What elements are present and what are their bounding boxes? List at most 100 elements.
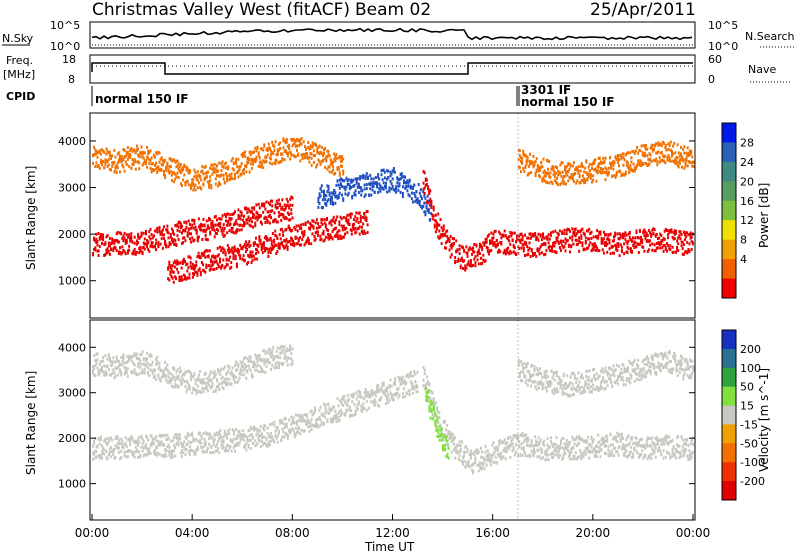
scatter-cell	[319, 405, 322, 409]
scatter-cell	[575, 238, 578, 242]
scatter-cell	[130, 449, 133, 453]
scatter-cell	[141, 442, 144, 446]
scatter-cell	[505, 449, 508, 453]
scatter-cell	[163, 170, 165, 173]
scatter-cell	[578, 175, 581, 179]
scatter-cell	[311, 143, 314, 147]
scatter-cell	[376, 181, 378, 185]
scatter-cell	[197, 431, 200, 435]
scatter-cell	[178, 275, 181, 279]
scatter-cell	[312, 226, 315, 230]
scatter-cell	[517, 148, 520, 152]
scatter-cell	[298, 139, 301, 143]
scatter-cell	[677, 249, 680, 252]
scatter-cell	[243, 214, 245, 218]
scatter-cell	[269, 246, 272, 250]
scatter-cell	[99, 233, 102, 237]
scatter-cell	[208, 436, 211, 440]
scatter-cell	[251, 254, 254, 258]
scatter-cell	[175, 243, 178, 247]
scatter-cell	[529, 444, 532, 448]
scatter-cell	[335, 414, 338, 418]
scatter-cell	[364, 394, 367, 398]
scatter-cell	[291, 359, 294, 363]
scatter-cell	[538, 169, 540, 173]
scatter-cell	[360, 193, 363, 197]
colorbar-tick-label: 16	[740, 195, 754, 208]
scatter-cell	[405, 185, 408, 189]
scatter-cell	[606, 250, 609, 254]
scatter-cell	[218, 224, 221, 228]
scatter-cell	[578, 249, 581, 253]
scatter-cell	[310, 417, 313, 421]
scatter-cell	[299, 139, 302, 143]
scatter-cell	[385, 388, 387, 392]
scatter-cell	[291, 347, 294, 351]
scatter-cell	[386, 169, 389, 173]
scatter-cell	[261, 367, 263, 371]
scatter-cell	[510, 444, 513, 448]
scatter-cell	[625, 250, 628, 254]
scatter-cell	[230, 227, 233, 230]
scatter-cell	[628, 171, 631, 175]
scatter-cell	[253, 206, 256, 210]
scatter-cell	[294, 155, 297, 159]
scatter-cell	[245, 207, 248, 211]
scatter-cell	[394, 170, 396, 174]
scatter-cell	[130, 147, 133, 150]
scatter-cell	[160, 231, 163, 235]
scatter-cell	[164, 239, 167, 243]
scatter-cell	[545, 236, 548, 240]
scatter-cell	[175, 370, 178, 374]
scatter-cell	[591, 167, 593, 170]
scatter-cell	[306, 220, 309, 224]
scatter-cell	[190, 378, 192, 382]
scatter-cell	[595, 170, 598, 174]
scatter-cell	[487, 233, 490, 237]
scatter-cell	[380, 385, 383, 389]
scatter-cell	[363, 212, 366, 216]
scatter-cell	[154, 245, 156, 249]
scatter-cell	[643, 151, 646, 155]
scatter-cell	[337, 183, 340, 187]
scatter-cell	[438, 229, 441, 233]
scatter-cell	[399, 177, 402, 181]
scatter-cell	[678, 234, 681, 238]
scatter-cell	[267, 348, 270, 352]
scatter-cell	[355, 219, 358, 223]
scatter-cell	[565, 239, 568, 243]
scatter-cell	[117, 252, 120, 255]
scatter-cell	[149, 452, 152, 455]
scatter-cell	[94, 165, 97, 169]
scatter-cell	[131, 158, 134, 161]
scatter-cell	[275, 436, 278, 440]
scatter-cell	[234, 172, 236, 176]
scatter-cell	[94, 246, 97, 250]
scatter-cell	[301, 417, 304, 421]
scatter-cell	[117, 240, 120, 244]
scatter-cell	[624, 172, 627, 176]
scatter-cell	[103, 364, 106, 368]
scatter-cell	[158, 228, 161, 232]
scatter-cell	[137, 362, 140, 366]
scatter-cell	[227, 443, 230, 447]
scatter-cell	[517, 165, 520, 169]
scatter-cell	[253, 150, 256, 154]
scatter-cell	[524, 164, 527, 168]
scatter-cell	[286, 144, 289, 148]
scatter-cell	[463, 459, 466, 463]
scatter-cell	[101, 366, 103, 369]
scatter-cell	[521, 157, 524, 161]
scatter-cell	[264, 246, 266, 250]
scatter-cell	[315, 143, 318, 147]
scatter-cell	[510, 439, 513, 443]
scatter-cell	[101, 233, 103, 237]
scatter-cell	[674, 161, 677, 165]
scatter-cell	[217, 384, 220, 388]
scatter-cell	[226, 443, 229, 447]
scatter-cell	[409, 184, 412, 188]
scatter-cell	[289, 429, 292, 433]
scatter-cell	[97, 151, 100, 155]
scatter-cell	[190, 240, 192, 244]
scatter-cell	[283, 352, 286, 356]
